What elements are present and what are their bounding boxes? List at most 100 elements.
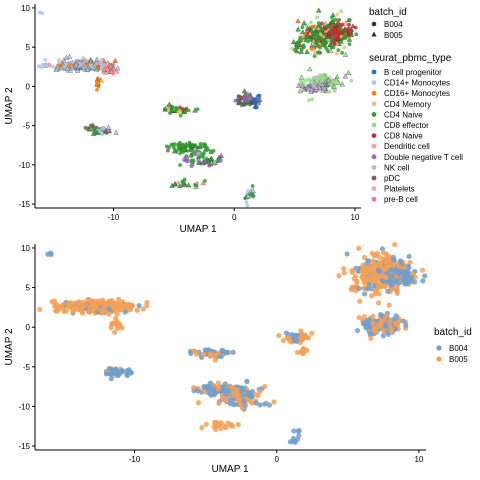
data-point bbox=[386, 253, 393, 260]
data-point bbox=[235, 94, 242, 100]
data-point bbox=[70, 308, 76, 314]
data-point bbox=[309, 330, 315, 336]
data-point bbox=[298, 74, 305, 80]
data-point bbox=[166, 148, 170, 153]
data-point bbox=[367, 317, 373, 323]
data-point bbox=[248, 192, 252, 197]
data-point bbox=[319, 21, 324, 26]
data-point bbox=[40, 62, 45, 67]
data-point bbox=[191, 385, 197, 391]
data-point bbox=[376, 291, 382, 297]
legend-label: NK cell bbox=[384, 163, 410, 172]
y-ticks: -15 -10 -5 0 5 10 bbox=[18, 4, 35, 209]
data-point bbox=[98, 130, 103, 135]
x-tick-label: 0 bbox=[274, 455, 279, 464]
data-point bbox=[210, 386, 217, 392]
y-tick-label: 0 bbox=[26, 323, 31, 332]
data-point bbox=[299, 47, 304, 52]
legend-key-swatch bbox=[436, 356, 442, 362]
data-point bbox=[406, 253, 412, 260]
data-point bbox=[304, 48, 310, 54]
data-point bbox=[310, 38, 317, 44]
data-point bbox=[224, 349, 230, 356]
legend-key-triangle bbox=[371, 31, 377, 37]
data-point bbox=[181, 182, 188, 188]
data-point bbox=[242, 98, 247, 102]
legend-label: B004 bbox=[449, 344, 468, 353]
data-point bbox=[392, 242, 398, 248]
data-point bbox=[245, 91, 249, 96]
data-point bbox=[331, 28, 336, 33]
data-point bbox=[334, 51, 339, 56]
x-ticks: -10 0 10 bbox=[129, 450, 424, 464]
data-point bbox=[370, 258, 376, 264]
data-point bbox=[328, 47, 334, 53]
data-point bbox=[317, 78, 323, 84]
legend-label: B005 bbox=[384, 31, 403, 40]
data-point bbox=[347, 42, 352, 47]
data-point bbox=[339, 9, 343, 14]
y-tick-label: -5 bbox=[23, 363, 31, 372]
data-point bbox=[212, 357, 218, 363]
data-point bbox=[43, 57, 48, 62]
data-point bbox=[388, 267, 394, 273]
data-point bbox=[374, 250, 380, 256]
data-point bbox=[247, 398, 253, 404]
legend-key-swatch bbox=[371, 154, 377, 160]
data-point bbox=[95, 62, 100, 66]
data-point bbox=[300, 350, 306, 357]
data-point bbox=[296, 432, 302, 439]
data-point bbox=[221, 387, 227, 393]
data-point bbox=[250, 184, 255, 188]
data-point bbox=[292, 48, 297, 52]
data-point bbox=[375, 300, 382, 306]
data-point bbox=[199, 425, 205, 431]
data-point bbox=[367, 324, 374, 331]
legend-key-swatch bbox=[371, 143, 377, 149]
y-tick-label: -10 bbox=[18, 402, 30, 411]
x-tick-label: 10 bbox=[351, 213, 360, 222]
data-point bbox=[250, 99, 257, 105]
data-point bbox=[113, 129, 119, 135]
data-point bbox=[231, 390, 237, 396]
y-tick-label: 10 bbox=[21, 4, 30, 13]
data-point bbox=[319, 32, 323, 37]
data-point bbox=[330, 19, 336, 25]
data-point bbox=[218, 158, 223, 163]
data-point bbox=[290, 39, 297, 45]
data-point bbox=[115, 65, 121, 71]
data-point bbox=[64, 65, 71, 71]
legend-label: CD4 Naive bbox=[384, 110, 423, 119]
data-point bbox=[361, 314, 367, 320]
data-point bbox=[100, 306, 106, 312]
data-point bbox=[307, 83, 312, 88]
data-point bbox=[295, 18, 301, 24]
data-point bbox=[368, 286, 375, 292]
data-point bbox=[302, 332, 308, 338]
data-point bbox=[290, 46, 294, 51]
data-point bbox=[333, 18, 338, 22]
data-point bbox=[94, 130, 99, 135]
data-point bbox=[400, 318, 406, 324]
data-point bbox=[104, 66, 111, 72]
data-point bbox=[201, 384, 207, 390]
data-point bbox=[372, 328, 378, 334]
data-point bbox=[362, 291, 368, 297]
data-point bbox=[394, 290, 400, 296]
legend-key-swatch bbox=[371, 69, 377, 75]
y-axis-title: UMAP 2 bbox=[4, 87, 15, 124]
data-point bbox=[195, 400, 202, 406]
data-point bbox=[322, 20, 329, 26]
data-point bbox=[195, 388, 201, 394]
data-point bbox=[409, 275, 415, 281]
data-point bbox=[69, 63, 75, 69]
data-point bbox=[110, 303, 116, 310]
data-point bbox=[195, 107, 200, 111]
legend-label: pre-B cell bbox=[384, 195, 418, 204]
legend-label: B cell progenitor bbox=[384, 68, 442, 77]
data-point bbox=[62, 65, 66, 70]
data-point bbox=[100, 300, 106, 306]
data-point bbox=[381, 266, 388, 273]
data-point bbox=[61, 308, 67, 315]
data-point bbox=[354, 327, 361, 334]
